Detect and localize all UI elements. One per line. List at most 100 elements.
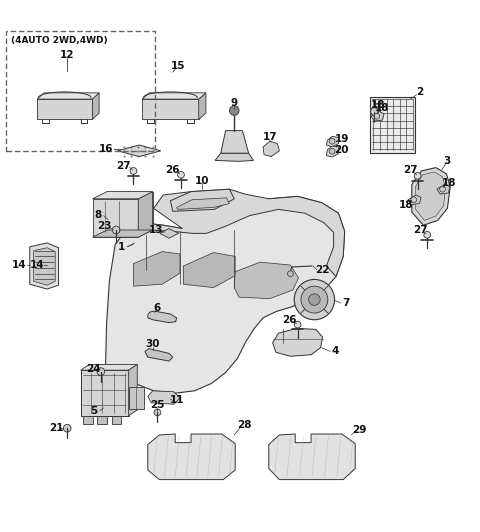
Circle shape (154, 409, 161, 416)
Text: 22: 22 (315, 265, 330, 275)
Text: 8: 8 (95, 210, 102, 220)
Text: 18: 18 (398, 200, 413, 210)
Polygon shape (145, 348, 173, 361)
Text: 18: 18 (371, 100, 385, 110)
Polygon shape (112, 416, 121, 425)
Polygon shape (127, 189, 345, 277)
Polygon shape (37, 93, 99, 99)
Polygon shape (269, 434, 355, 480)
Polygon shape (221, 131, 249, 153)
Text: 28: 28 (238, 420, 252, 430)
Polygon shape (34, 248, 55, 285)
Polygon shape (30, 243, 59, 289)
Polygon shape (93, 192, 153, 199)
Polygon shape (118, 145, 161, 156)
Polygon shape (37, 99, 92, 119)
Text: 12: 12 (60, 50, 74, 60)
Text: 19: 19 (335, 134, 349, 144)
Text: 10: 10 (195, 176, 210, 186)
Polygon shape (370, 97, 415, 153)
Polygon shape (81, 370, 129, 416)
Text: 13: 13 (149, 225, 163, 235)
Circle shape (411, 197, 417, 203)
Circle shape (288, 271, 293, 277)
Polygon shape (273, 328, 323, 356)
Polygon shape (437, 185, 450, 194)
Polygon shape (93, 199, 138, 237)
Circle shape (374, 113, 380, 119)
Circle shape (329, 148, 335, 154)
Circle shape (329, 138, 335, 144)
Circle shape (301, 286, 328, 313)
Polygon shape (371, 111, 384, 121)
Polygon shape (138, 192, 153, 237)
Circle shape (294, 279, 335, 320)
Polygon shape (408, 195, 421, 205)
Polygon shape (416, 172, 445, 220)
Text: 11: 11 (169, 395, 184, 405)
Text: 18: 18 (442, 178, 456, 188)
Circle shape (424, 231, 431, 238)
Circle shape (130, 168, 137, 174)
Text: 27: 27 (117, 161, 131, 171)
Polygon shape (92, 93, 99, 119)
Circle shape (63, 425, 71, 432)
Polygon shape (83, 416, 93, 425)
Polygon shape (133, 252, 180, 286)
Circle shape (178, 171, 184, 178)
Polygon shape (142, 99, 199, 119)
Text: 27: 27 (404, 165, 418, 175)
Polygon shape (107, 192, 153, 230)
Circle shape (309, 294, 320, 305)
Text: 25: 25 (150, 400, 165, 410)
Circle shape (112, 226, 120, 234)
Text: 18: 18 (374, 103, 389, 113)
Polygon shape (183, 253, 235, 288)
Text: 30: 30 (145, 339, 160, 349)
Text: 27: 27 (413, 225, 428, 235)
Text: 14: 14 (30, 260, 45, 270)
Text: 9: 9 (231, 98, 238, 108)
Polygon shape (215, 153, 253, 161)
Polygon shape (234, 262, 299, 298)
Polygon shape (81, 364, 137, 370)
Text: 29: 29 (352, 425, 366, 435)
Text: 1: 1 (117, 242, 125, 252)
Text: 4: 4 (331, 346, 339, 356)
Polygon shape (142, 93, 206, 99)
Polygon shape (106, 196, 345, 393)
Circle shape (371, 107, 378, 115)
Polygon shape (263, 141, 279, 156)
Polygon shape (148, 311, 177, 322)
Polygon shape (129, 364, 137, 416)
Polygon shape (148, 434, 235, 480)
Polygon shape (160, 229, 179, 238)
Text: 5: 5 (90, 406, 97, 416)
Text: 24: 24 (86, 364, 101, 374)
Polygon shape (412, 168, 450, 225)
Text: 6: 6 (154, 303, 161, 313)
Circle shape (294, 321, 301, 328)
Polygon shape (93, 230, 153, 237)
Text: 21: 21 (49, 423, 64, 433)
Polygon shape (177, 198, 229, 210)
Polygon shape (97, 416, 107, 425)
Text: 17: 17 (263, 132, 277, 143)
Polygon shape (129, 387, 144, 409)
Polygon shape (148, 391, 180, 404)
Text: 26: 26 (282, 315, 296, 325)
Text: 20: 20 (335, 145, 349, 155)
Text: 16: 16 (99, 144, 114, 154)
Circle shape (440, 186, 445, 192)
Polygon shape (326, 146, 338, 157)
Circle shape (414, 172, 421, 179)
Polygon shape (326, 136, 338, 147)
Text: 2: 2 (416, 87, 423, 97)
Polygon shape (199, 93, 206, 119)
Text: 15: 15 (170, 61, 185, 71)
Polygon shape (170, 189, 234, 211)
Text: 14: 14 (12, 260, 26, 270)
Circle shape (229, 106, 239, 115)
Text: (4AUTO 2WD,4WD): (4AUTO 2WD,4WD) (11, 36, 107, 45)
Text: 3: 3 (444, 156, 451, 167)
